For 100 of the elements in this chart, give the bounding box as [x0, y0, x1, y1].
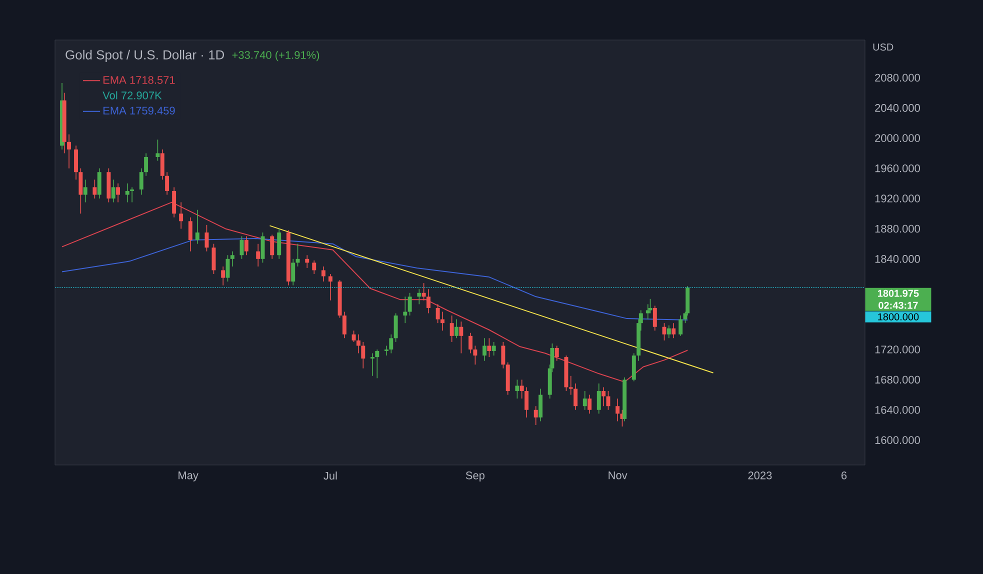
candlestick	[459, 321, 464, 354]
candlestick	[574, 383, 578, 410]
candlestick	[342, 311, 346, 339]
y-tick-label: 1640.000	[875, 406, 920, 414]
candlestick	[212, 243, 216, 274]
candlestick	[92, 179, 97, 199]
candlestick	[666, 324, 671, 339]
candlestick	[83, 179, 88, 203]
candlestick	[256, 243, 260, 267]
candlestick	[440, 311, 444, 332]
candlestick	[501, 342, 506, 369]
candlestick	[97, 168, 102, 199]
candlestick	[520, 379, 524, 399]
candlestick	[78, 168, 83, 214]
candlestick	[139, 168, 144, 196]
candlestick	[312, 260, 316, 274]
candlestick	[403, 296, 408, 324]
candlestick	[422, 282, 426, 301]
y-axis-title: USD	[873, 44, 894, 51]
candlestick	[616, 398, 620, 422]
candlestick	[296, 243, 300, 267]
candlestick	[221, 266, 226, 286]
candlestick	[356, 334, 360, 354]
candlestick	[291, 258, 296, 286]
candlestick	[602, 386, 606, 407]
y-tick-label: 1880.000	[875, 224, 920, 233]
candlestick	[492, 342, 496, 356]
candlestick	[244, 236, 248, 256]
candlestick	[487, 338, 492, 358]
candlestick	[389, 334, 394, 354]
candlestick	[165, 172, 170, 196]
candlestick	[375, 349, 380, 379]
candlestick	[450, 315, 454, 342]
candlestick	[426, 288, 430, 314]
candlestick	[230, 250, 234, 267]
y-tick-label: 1720.000	[875, 346, 920, 354]
y-tick-label: 1680.000	[875, 376, 920, 384]
candlestick	[678, 315, 683, 336]
y-tick-label: 2040.000	[875, 104, 920, 112]
candlestick	[74, 145, 78, 180]
candlestick	[672, 322, 676, 339]
text: 1800.000	[878, 313, 919, 320]
x-tick-label: Nov	[608, 472, 628, 480]
x-tick-label: 6	[842, 472, 847, 480]
candlestick	[408, 292, 412, 316]
candlestick	[515, 379, 520, 399]
candlestick	[482, 338, 486, 362]
candlestick	[361, 342, 366, 369]
candlestick	[554, 345, 559, 362]
y-tick-label: 1600.000	[875, 436, 920, 444]
x-tick-label: Jul	[324, 472, 337, 480]
candlestick	[116, 183, 120, 203]
candlestick	[534, 406, 538, 426]
x-tick-label: 2023	[748, 472, 772, 480]
candlestick	[270, 234, 274, 260]
x-tick-label: Sep	[466, 472, 484, 482]
candlestick	[195, 209, 200, 244]
legend-label: EMA 1718.571	[103, 76, 175, 84]
candlestick	[524, 386, 529, 418]
candlestick	[473, 345, 478, 365]
candlestick	[179, 202, 184, 230]
candlestick	[111, 179, 116, 203]
y-tick-label: 2000.000	[875, 134, 920, 142]
candlestick	[468, 332, 472, 354]
candlestick	[454, 318, 458, 339]
candlestick	[125, 183, 130, 203]
x-tick-label: May	[178, 472, 198, 482]
candlestick	[352, 330, 356, 342]
legend-label: EMA 1759.459	[103, 106, 175, 115]
candlestick	[172, 186, 176, 218]
y-tick-label: 1840.000	[875, 255, 920, 263]
candlestick	[160, 149, 164, 180]
candlestick	[606, 390, 610, 410]
candlestick	[596, 383, 601, 414]
candlestick	[384, 345, 388, 356]
ref-line-label: 1801.975	[878, 290, 919, 297]
candlestick	[321, 266, 326, 282]
candlestick	[582, 390, 587, 410]
text: Gold Spot / U.S. Dollar · 1D	[66, 50, 224, 62]
y-tick-label: 1960.000	[875, 164, 920, 172]
candlestick	[130, 186, 134, 203]
candlestick	[652, 305, 657, 332]
candlestick	[277, 228, 282, 260]
candlestick	[204, 224, 209, 252]
candlestick	[588, 394, 592, 414]
annotation: Vol 72.907K	[102, 91, 162, 100]
annotation: +33.740 (+1.91%)	[232, 50, 320, 62]
candlestick	[436, 304, 440, 324]
candlestick	[394, 312, 398, 342]
candlestick	[538, 388, 543, 422]
candlestick	[568, 376, 573, 396]
candlestick	[328, 274, 332, 301]
y-tick-label: 1920.000	[875, 194, 920, 202]
candlestick	[188, 216, 192, 252]
candlestick	[305, 254, 310, 268]
candlestick	[67, 134, 71, 169]
candlestick	[144, 152, 148, 176]
text: 02:43:17	[878, 302, 918, 309]
candlestick	[370, 352, 374, 376]
y-tick-label: 2080.000	[875, 74, 920, 82]
